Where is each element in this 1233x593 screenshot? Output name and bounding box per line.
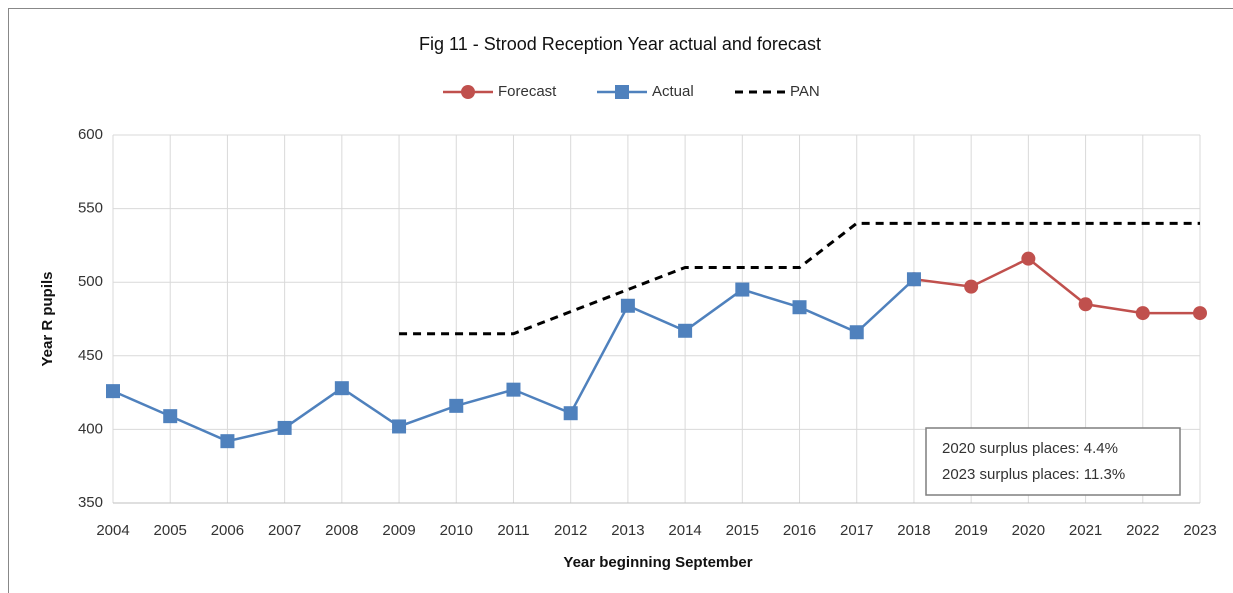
data-point: [506, 382, 521, 397]
annotation-box: [925, 427, 1181, 496]
x-tick-label: 2019: [954, 522, 987, 539]
y-tick-label: 350: [78, 494, 103, 511]
data-point: [334, 381, 349, 396]
y-tick-label: 550: [78, 200, 103, 217]
x-tick-label: 2011: [497, 522, 529, 539]
legend-marker: [461, 85, 475, 99]
annotation: 2020 surplus places: 4.4%: [942, 440, 1118, 457]
data-point: [735, 282, 750, 297]
data-point: [849, 325, 864, 340]
x-tick-label: 2007: [268, 522, 301, 539]
data-point: [106, 384, 120, 399]
x-tick-label: 2013: [611, 522, 644, 539]
data-point: [906, 272, 921, 287]
annotation: 2023 surplus places: 11.3%: [942, 466, 1125, 483]
x-axis-title: Year beginning September: [563, 554, 752, 571]
legend-marker: [615, 85, 629, 99]
chart-border: [8, 8, 1233, 593]
y-axis-title: Year R pupils: [39, 271, 56, 366]
data-point: [563, 406, 578, 421]
x-tick-label: 2012: [554, 522, 587, 539]
data-point: [792, 300, 807, 315]
legend-label: Forecast: [498, 83, 557, 100]
x-tick-label: 2021: [1069, 522, 1102, 539]
x-tick-label: 2016: [783, 522, 816, 539]
y-tick-label: 400: [78, 420, 103, 437]
data-point: [163, 409, 178, 424]
y-tick-label: 600: [78, 126, 103, 143]
x-tick-label: 2005: [154, 522, 187, 539]
data-point: [220, 434, 235, 449]
data-point: [1135, 306, 1150, 321]
y-tick-label: 500: [78, 273, 103, 290]
data-point: [620, 298, 635, 313]
data-point: [1021, 251, 1036, 266]
x-tick-label: 2017: [840, 522, 873, 539]
x-tick-label: 2015: [726, 522, 759, 539]
data-point: [277, 420, 292, 435]
x-tick-label: 2009: [382, 522, 415, 539]
data-point: [1193, 306, 1207, 321]
data-point: [964, 279, 979, 294]
chart-title: Fig 11 - Strood Reception Year actual an…: [419, 34, 821, 54]
data-point: [678, 323, 693, 338]
data-point: [1078, 297, 1093, 312]
series-line: [913, 257, 1200, 315]
series-line: [399, 221, 1200, 336]
x-tick-label: 2014: [668, 522, 701, 539]
x-tick-label: 2023: [1183, 522, 1216, 539]
x-tick-label: 2020: [1012, 522, 1045, 539]
data-point: [392, 419, 407, 434]
y-tick-label: 450: [78, 347, 103, 364]
legend-label: Actual: [652, 83, 694, 100]
x-tick-label: 2018: [897, 522, 930, 539]
x-tick-label: 2004: [96, 522, 129, 539]
x-tick-label: 2008: [325, 522, 358, 539]
x-tick-label: 2006: [211, 522, 244, 539]
x-tick-label: 2022: [1126, 522, 1159, 539]
x-tick-label: 2010: [440, 522, 473, 539]
data-point: [449, 398, 464, 413]
legend-label: PAN: [790, 83, 820, 100]
